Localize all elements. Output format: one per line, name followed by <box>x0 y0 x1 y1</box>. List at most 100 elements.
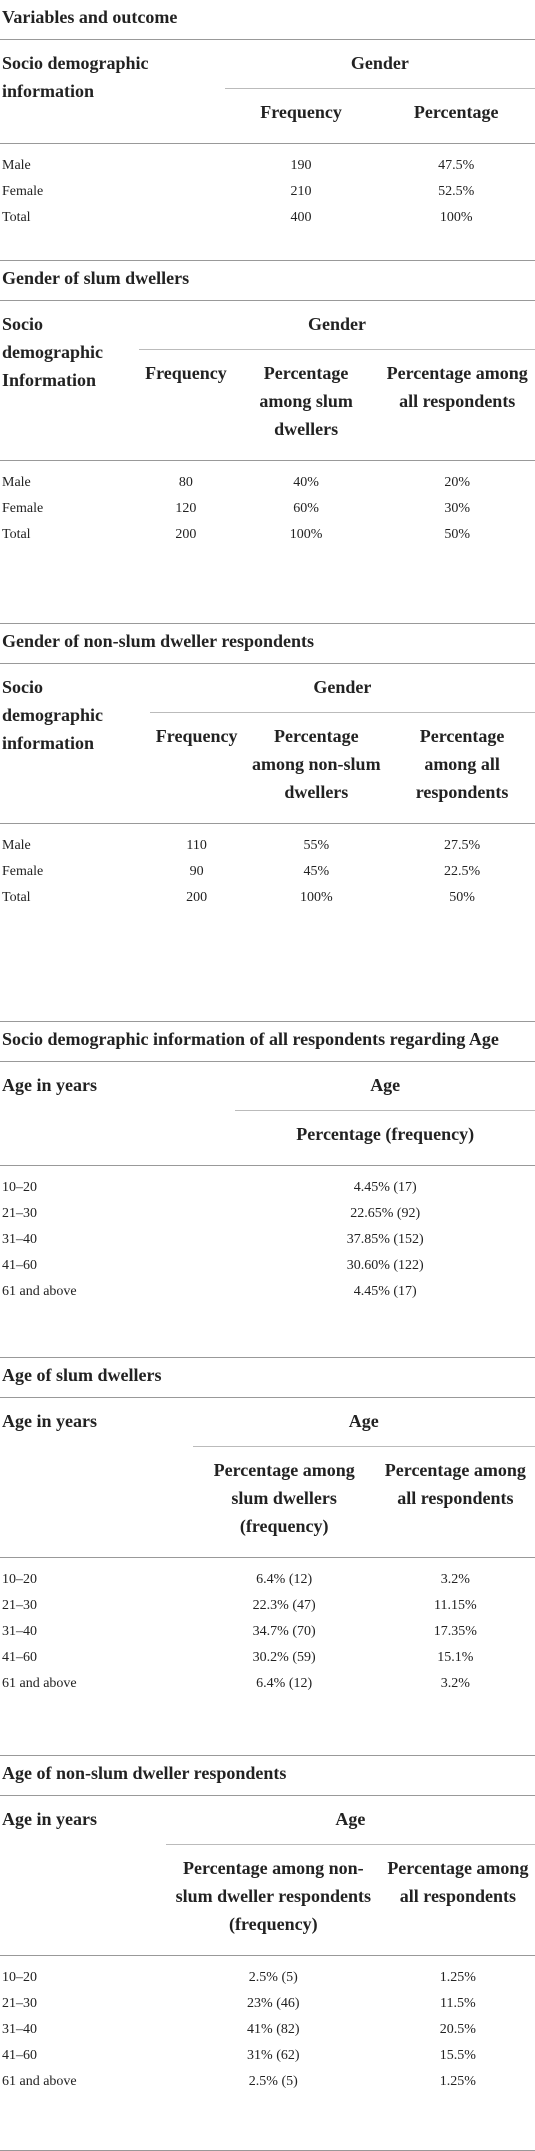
header-row: Socio demographic information Gender <box>0 40 535 145</box>
column-header: Percentage among slum dwellers (frequenc… <box>192 1446 376 1558</box>
table-cell: Total <box>2 889 31 905</box>
table-head: Age in years Age Percentage among slum dwe… <box>0 1398 535 1558</box>
data-table: Socio demographic information Gender Frequ… <box>0 40 535 238</box>
table-cell: 22.65% (92) <box>350 1206 421 1222</box>
table-row: 41–60 30.2% (59) 15.1% <box>0 1645 535 1671</box>
header-row: Age in years Age <box>0 1062 535 1167</box>
table-row: 10–20 2.5% (5) 1.25% <box>0 1955 535 1991</box>
header-row: Frequency Percentage <box>0 88 535 145</box>
header-row: Socio demographic information Gender <box>0 664 535 824</box>
table-row: Total 200 100% 50% <box>0 522 535 555</box>
table-cell: 22.5% <box>443 863 481 879</box>
table-row: Total 200 100% 50% <box>0 885 535 918</box>
table-cell: 21–30 <box>2 1206 37 1222</box>
table-cell: Total <box>2 210 31 226</box>
table-cell: 100% <box>299 889 333 905</box>
table-cell: 41% (82) <box>247 2021 300 2037</box>
table-cell: 6.4% (12) <box>256 1675 313 1691</box>
table-cell: 15.5% <box>439 2047 476 2063</box>
table-section: Age of slum dwellers Age in years Age Perce… <box>0 1358 535 1756</box>
section-title: Socio demographic information of all res… <box>0 1022 535 1063</box>
table-cell: 60% <box>293 500 319 516</box>
table-body: Male 190 47.5% Female 210 52.5% Total 400 100% <box>0 144 535 239</box>
column-header: Percentage <box>377 88 535 145</box>
table-row: 10–20 6.4% (12) 3.2% <box>0 1557 535 1593</box>
table-cell: 61 and above <box>2 1675 77 1691</box>
table-row: 41–60 30.60% (122) <box>0 1253 535 1279</box>
column-header: Percentage among non-slum dweller respon… <box>165 1844 381 1956</box>
table-cell: 100% <box>289 526 323 542</box>
table-row: 21–30 22.3% (47) 11.15% <box>0 1593 535 1619</box>
table-row: 10–20 4.45% (17) <box>0 1166 535 1202</box>
data-table: Socio demographic information Gender Frequ… <box>0 664 535 918</box>
table-cell: 400 <box>290 210 312 226</box>
table-cell: 100% <box>439 210 473 226</box>
table-cell: 4.45% (17) <box>353 1284 417 1300</box>
header-row: Percentage among non-slum dweller respon… <box>0 1844 535 1956</box>
table-section: Gender of slum dwellers Socio demographic… <box>0 261 535 624</box>
table-row: Total 400 100% <box>0 205 535 238</box>
table-cell: 31% (62) <box>247 2047 300 2063</box>
table-cell: Female <box>2 863 44 879</box>
table-row: Male 80 40% 20% <box>0 460 535 496</box>
data-table: Age in years Age Percentage among slum dwe… <box>0 1398 535 1704</box>
table-cell: 61 and above <box>2 1284 77 1300</box>
header-row: Age in years Age <box>0 1796 535 1956</box>
table-cell: 41–60 <box>2 1649 37 1665</box>
table-cell: 34.7% (70) <box>252 1623 316 1639</box>
table-cell: 21–30 <box>2 1597 37 1613</box>
row-header: Socio demographic information <box>0 664 150 824</box>
column-header: Percentage among all respondents <box>379 349 535 461</box>
table-cell: Female <box>2 500 44 516</box>
table-cell: 11.5% <box>440 1995 476 2011</box>
table-row: 31–40 41% (82) 20.5% <box>0 2017 535 2043</box>
table-cell: Male <box>2 837 31 853</box>
column-header: Frequency <box>139 349 233 461</box>
group-header: Age <box>235 1062 535 1112</box>
table-row: Male 110 55% 27.5% <box>0 823 535 859</box>
table-cell: Total <box>2 526 31 542</box>
table-cell: 3.2% <box>440 1675 470 1691</box>
header-row: Percentage (frequency) <box>0 1110 535 1167</box>
row-header: Age in years <box>0 1062 236 1167</box>
group-header: Gender <box>224 40 535 90</box>
table-cell: Male <box>2 474 31 490</box>
table-row: Male 190 47.5% <box>0 144 535 180</box>
table-cell: 31–40 <box>2 1232 37 1248</box>
table-cell: 30% <box>444 500 471 516</box>
table-section: Variables and outcome Socio demographic i… <box>0 0 535 261</box>
table-cell: 31–40 <box>2 1623 37 1639</box>
data-table: Age in years Age Percentage among non-slum… <box>0 1796 535 2102</box>
table-cell: 1.25% <box>439 2073 476 2089</box>
table-body: Male 110 55% 27.5% Female 90 45% 22.5% Total 200 1… <box>0 823 535 918</box>
section-title: Age of slum dwellers <box>0 1358 535 1399</box>
table-cell: 61 and above <box>2 2073 77 2089</box>
group-header: Age <box>165 1796 535 1846</box>
table-head: Age in years Age Percentage (frequency) <box>0 1062 535 1167</box>
table-cell: 10–20 <box>2 1969 37 1985</box>
table-row: 61 and above 6.4% (12) 3.2% <box>0 1671 535 1704</box>
table-row: Female 90 45% 22.5% <box>0 859 535 885</box>
table-cell: 52.5% <box>438 184 475 200</box>
table-cell: 21–30 <box>2 1995 37 2011</box>
column-header: Percentage among all respondents <box>380 1844 535 1956</box>
column-header: Percentage among all respondents <box>389 712 535 824</box>
table-cell: 50% <box>449 889 475 905</box>
table-cell: 10–20 <box>2 1180 37 1196</box>
table-cell: 1.25% <box>439 1969 476 1985</box>
row-header: Socio demographic Information <box>0 301 140 461</box>
table-cell: 31–40 <box>2 2021 37 2037</box>
table-row: 31–40 37.85% (152) <box>0 1227 535 1253</box>
column-header: Percentage among slum dwellers <box>232 349 380 461</box>
section-title: Variables and outcome <box>0 0 535 41</box>
column-header: Frequency <box>149 712 244 824</box>
table-head: Age in years Age Percentage among non-slum… <box>0 1796 535 1956</box>
table-head: Socio demographic information Gender Frequ… <box>0 40 535 145</box>
group-header: Age <box>192 1398 535 1448</box>
table-cell: Female <box>2 184 44 200</box>
row-header: Age in years <box>0 1796 166 1956</box>
table-cell: 10–20 <box>2 1571 37 1587</box>
table-cell: Male <box>2 158 31 174</box>
table-row: 21–30 22.65% (92) <box>0 1201 535 1227</box>
